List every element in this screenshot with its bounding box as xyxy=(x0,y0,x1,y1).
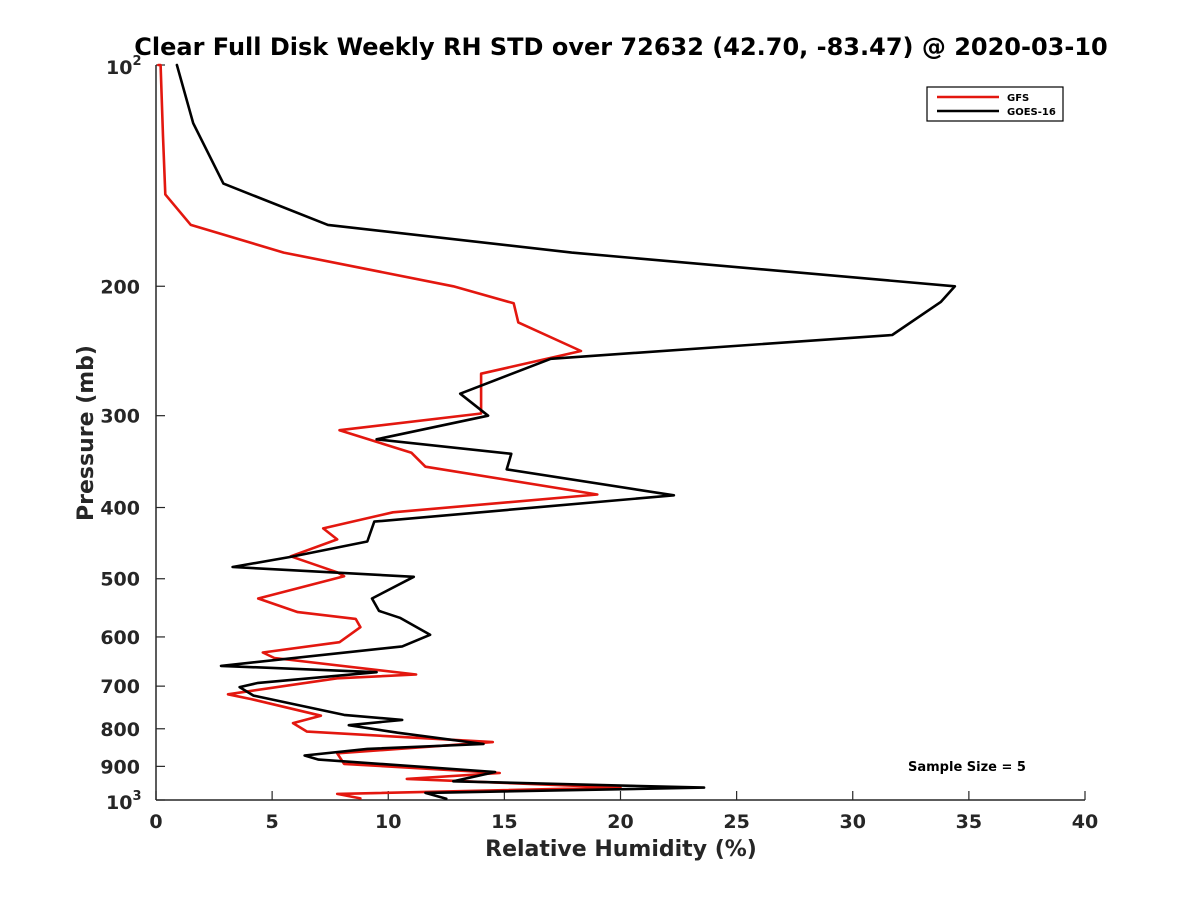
y-tick-base: 10 xyxy=(106,792,132,814)
y-tick-exponent: 2 xyxy=(132,54,141,69)
x-tick-label: 40 xyxy=(1072,811,1098,833)
y-tick-exponent: 3 xyxy=(132,789,141,804)
x-tick-label: 10 xyxy=(375,811,401,833)
x-tick-label: 5 xyxy=(266,811,279,833)
chart-title: Clear Full Disk Weekly RH STD over 72632… xyxy=(134,33,1107,61)
legend-label: GOES-16 xyxy=(1007,107,1056,118)
x-tick-label: 20 xyxy=(607,811,633,833)
legend: GFS GOES-16 xyxy=(926,86,1064,122)
series-line-goes-16 xyxy=(175,63,957,801)
x-axis-ticks: 0 5 10 15 20 25 30 35 40 xyxy=(149,791,1098,833)
axes xyxy=(155,65,1085,801)
x-tick-label: 25 xyxy=(723,811,749,833)
x-axis-label: Relative Humidity (%) xyxy=(485,837,757,862)
y-tick-label: 200 xyxy=(100,276,140,298)
y-tick-label: 300 xyxy=(100,406,140,428)
legend-label: GFS xyxy=(1007,93,1029,104)
x-tick-label: 30 xyxy=(840,811,866,833)
x-tick-label: 15 xyxy=(491,811,517,833)
y-tick-base: 10 xyxy=(106,57,132,79)
y-tick-label: 700 xyxy=(100,676,140,698)
y-tick-label: 102 xyxy=(106,54,142,79)
y-tick-label: 800 xyxy=(100,719,140,741)
series-lines xyxy=(157,63,957,801)
y-axis-label: Pressure (mb) xyxy=(74,345,99,521)
x-tick-label: 35 xyxy=(956,811,982,833)
x-tick-label: 0 xyxy=(149,811,162,833)
y-tick-label: 900 xyxy=(100,756,140,778)
y-tick-label: 500 xyxy=(100,569,140,591)
y-tick-label: 400 xyxy=(100,498,140,520)
series-line-gfs xyxy=(157,63,622,800)
y-tick-label: 600 xyxy=(100,627,140,649)
sample-size-annotation: Sample Size = 5 xyxy=(908,760,1026,775)
legend-box xyxy=(926,86,1064,122)
y-tick-label: 103 xyxy=(106,789,142,814)
